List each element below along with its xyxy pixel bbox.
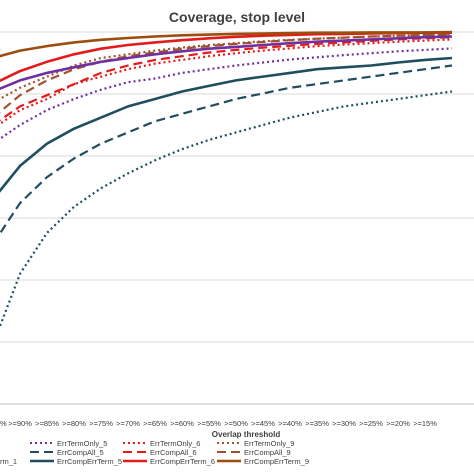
series-line-errcompall-6	[0, 36, 453, 122]
x-tick-label: >=15%	[413, 419, 437, 428]
legend-label: ErrTermOnly_5	[57, 439, 107, 448]
series-line-unlabeled	[0, 90, 453, 330]
series-line-errtermonly-6	[0, 38, 453, 126]
series-line-errcomperrterm-9	[0, 30, 453, 58]
x-tick-label: >=65%	[143, 419, 167, 428]
x-tick-label: >=45%	[251, 419, 275, 428]
legend-label: ErrCompAll_9	[244, 448, 291, 457]
gridlines	[0, 31, 474, 343]
legend-label: ErrTermOnly_6	[150, 439, 200, 448]
x-tick-label: >=90%	[8, 419, 32, 428]
x-tick-label: >=50%	[224, 419, 248, 428]
x-tick-label: >=25%	[359, 419, 383, 428]
x-tick-label: >=75%	[89, 419, 113, 428]
x-tick-label: >=80%	[62, 419, 86, 428]
legend-label: ErrCompErrTerm_5	[57, 457, 122, 466]
x-tick-label: >=40%	[278, 419, 302, 428]
x-tick-label-cut: %	[0, 419, 7, 428]
x-tick-label: >=70%	[116, 419, 140, 428]
x-tick-label: >=30%	[332, 419, 356, 428]
x-tick-label: >=55%	[197, 419, 221, 428]
x-tick-label: >=60%	[170, 419, 194, 428]
x-tick-label: >=20%	[386, 419, 410, 428]
series-line-errtermonly-5	[0, 47, 453, 141]
x-tick-label: >=85%	[35, 419, 59, 428]
legend-label: ErrTermOnly_9	[244, 439, 294, 448]
series-line-unlabeled	[0, 35, 453, 91]
x-axis-label: Overlap threshold	[212, 430, 281, 439]
legend-label: ErrCompErrTerm_6	[150, 457, 215, 466]
series-line-errcompall-9	[0, 33, 453, 114]
series-lines	[0, 30, 453, 330]
series-line-errcomperrterm-5	[0, 56, 453, 193]
series-line-errcompall-5	[0, 64, 453, 236]
chart-title: Coverage, stop level	[169, 9, 305, 25]
legend-label: ErrCompErrTerm_9	[244, 457, 309, 466]
x-tick-label: >=35%	[305, 419, 329, 428]
legend-label-cut: rm_1	[0, 457, 17, 466]
legend-label: ErrCompAll_6	[150, 448, 197, 457]
legend: ErrTermOnly_5 ErrTermOnly_6 ErrTermOnly_9E…	[0, 439, 309, 466]
legend-label: ErrCompAll_5	[57, 448, 104, 457]
x-axis: >=90% >=85% >=80% >=75% >=70% >=65% >=60% >=55%…	[0, 403, 474, 428]
